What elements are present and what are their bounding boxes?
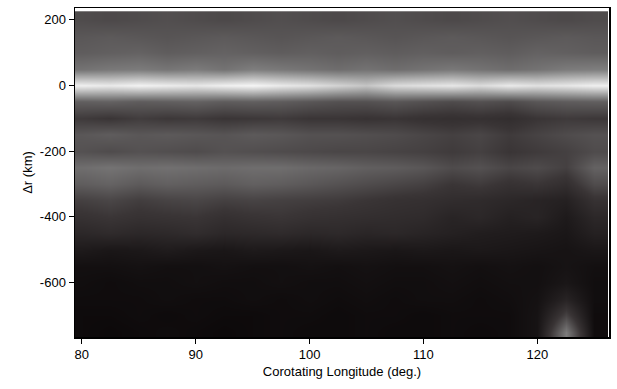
svg-text:200: 200 (44, 12, 66, 27)
svg-text:90: 90 (188, 347, 202, 362)
svg-text:-400: -400 (40, 209, 66, 224)
svg-text:Δr (km): Δr (km) (20, 151, 35, 194)
svg-text:80: 80 (75, 347, 89, 362)
svg-text:110: 110 (413, 347, 434, 362)
svg-text:100: 100 (299, 347, 321, 362)
svg-text:-600: -600 (40, 275, 66, 290)
svg-text:-200: -200 (40, 144, 66, 159)
svg-text:Corotating Longitude (deg.): Corotating Longitude (deg.) (263, 364, 421, 379)
svg-text:0: 0 (59, 78, 66, 93)
svg-text:120: 120 (526, 347, 548, 362)
